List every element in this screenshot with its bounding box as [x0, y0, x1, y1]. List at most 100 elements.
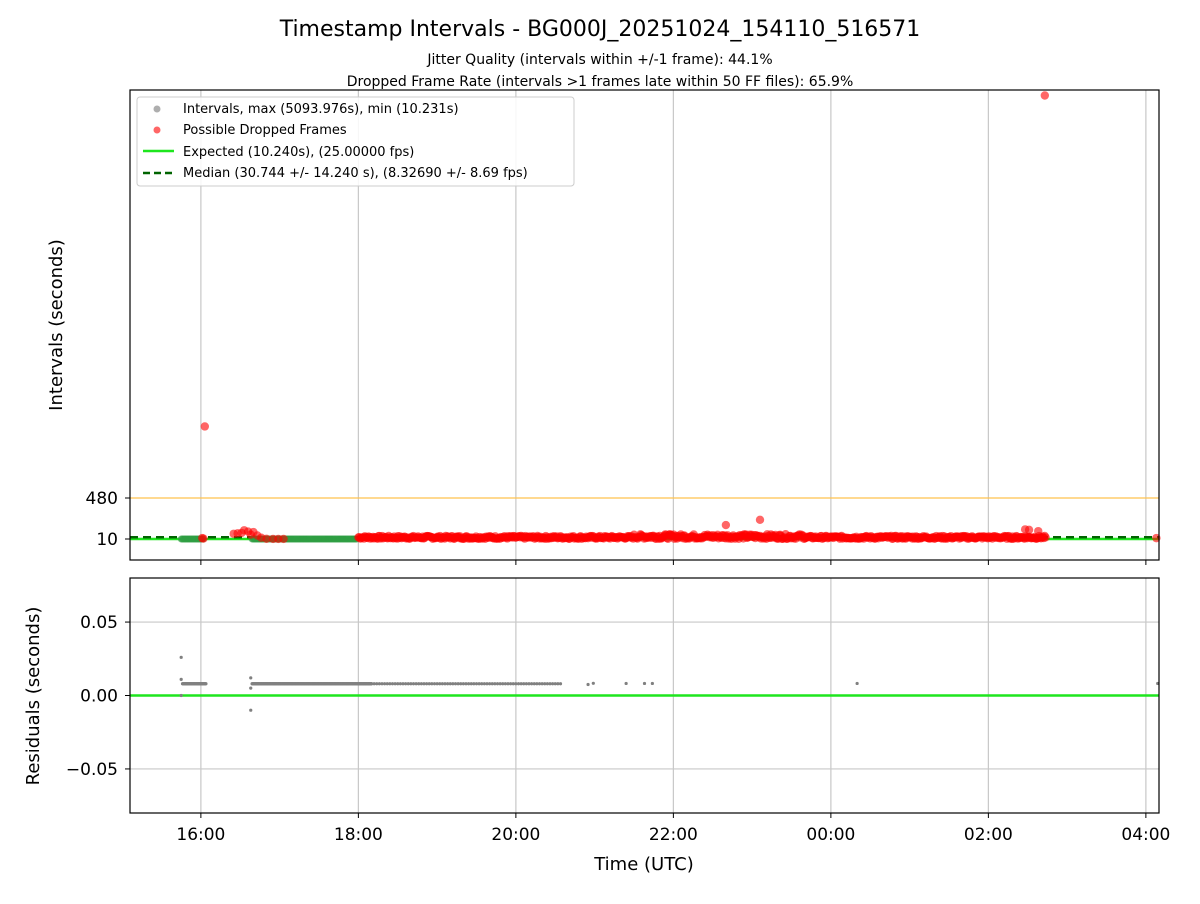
residual-point: [474, 682, 479, 686]
residual-point: [414, 682, 418, 686]
residual-point: [398, 682, 402, 686]
residual-point: [490, 682, 494, 686]
residual-point: [472, 682, 476, 686]
residual-point: [524, 682, 528, 686]
residual-point: [540, 682, 544, 686]
residual-point: [506, 682, 510, 686]
dropped-frame-point: [200, 422, 210, 431]
x-tick-label: 00:00: [806, 825, 855, 845]
dropped-frame-point: [721, 520, 731, 530]
legend-dropped-label: Possible Dropped Frames: [183, 123, 347, 138]
residual-point: [388, 682, 392, 686]
intervals-legend: Intervals, max (5093.976s), min (10.231s…: [136, 96, 575, 187]
x-tick-label: 22:00: [649, 825, 698, 845]
residual-point: [488, 682, 492, 686]
dropped-frame-point: [1024, 525, 1034, 535]
residual-point: [411, 682, 416, 686]
dropped-frame-point: [1034, 526, 1043, 536]
residual-point: [179, 693, 183, 698]
legend-median-label: Median (30.744 +/- 14.240 s), (8.32690 +…: [183, 166, 528, 181]
residuals-y-tick-label: 0.05: [80, 613, 118, 633]
residual-point: [482, 682, 486, 686]
residuals-y-axis-label: Residuals (seconds): [23, 607, 44, 786]
chart-subtitle-dropped: Dropped Frame Rate (intervals >1 frames …: [347, 74, 854, 90]
x-axis-label: Time (UTC): [593, 854, 694, 875]
residual-point: [509, 682, 513, 686]
residual-point: [438, 682, 442, 686]
residual-point: [537, 682, 542, 686]
residual-point: [469, 682, 473, 686]
residual-point: [624, 681, 628, 686]
legend-box: [136, 96, 575, 187]
residual-point: [396, 682, 400, 686]
residual-point: [548, 682, 552, 686]
residual-point: [459, 682, 463, 686]
intervals-frame: [129, 89, 1160, 561]
residual-point: [435, 682, 439, 686]
x-tick-label: 04:00: [1121, 825, 1170, 845]
residual-point: [535, 682, 539, 686]
dropped-frame-point: [1040, 91, 1050, 100]
residual-point: [404, 682, 408, 686]
residual-point: [530, 682, 534, 686]
legend-expected-label: Expected (10.240s), (25.00000 fps): [183, 145, 414, 160]
residual-point: [204, 682, 208, 686]
residual-point: [495, 682, 500, 686]
residual-point: [516, 682, 521, 686]
residual-point: [855, 681, 859, 686]
residual-point: [390, 682, 395, 686]
intervals-y-axis-label: Intervals (seconds): [46, 239, 67, 411]
residuals-y-tick-label: −0.05: [66, 760, 118, 780]
residuals-series: [179, 655, 1160, 712]
residuals-y-ticks: 0.05 0.00 −0.05: [66, 613, 130, 780]
intervals-y-tick-label: 480: [86, 489, 118, 509]
residual-point: [477, 682, 481, 686]
residual-point: [440, 682, 444, 686]
intervals-y-tick-label: 10: [96, 530, 118, 550]
residual-point: [503, 682, 507, 686]
legend-intervals-label: Intervals, max (5093.976s), min (10.231s…: [183, 102, 459, 117]
residual-point: [372, 682, 376, 686]
residual-point: [498, 682, 502, 686]
residual-point: [493, 682, 497, 686]
residual-point: [249, 708, 253, 712]
intervals-panel: 10 480 Intervals (seconds) Intervals, max…: [46, 89, 1161, 565]
dropped-frame-point: [262, 534, 271, 544]
residual-point: [453, 682, 458, 686]
residual-point: [591, 681, 595, 685]
residual-point: [249, 676, 253, 680]
residual-point: [380, 682, 384, 686]
residual-point: [383, 682, 387, 686]
residual-point: [511, 682, 515, 686]
legend-dropped-marker: [153, 126, 161, 134]
residual-point: [417, 682, 421, 686]
x-tick-label: 18:00: [334, 825, 383, 845]
x-tick-label: 16:00: [176, 825, 225, 845]
residual-point: [427, 682, 431, 686]
chart-subtitle-jitter: Jitter Quality (intervals within +/-1 fr…: [426, 52, 772, 68]
residual-point: [179, 655, 183, 659]
residuals-x-ticks: 16:00 18:00 20:00 22:00 00:00 02:00 04:00: [176, 813, 1170, 845]
residual-point: [480, 682, 484, 686]
residual-point: [485, 682, 489, 686]
residual-point: [401, 682, 405, 686]
residual-point: [650, 681, 654, 686]
residual-point: [553, 682, 557, 686]
residual-point: [586, 682, 590, 687]
intervals-series: [177, 91, 1161, 544]
x-tick-label: 02:00: [964, 825, 1013, 845]
residual-point: [385, 682, 389, 686]
residual-point: [545, 682, 549, 686]
intervals-x-ticks: [200, 560, 1147, 565]
residual-point: [501, 682, 505, 686]
residual-point: [558, 682, 563, 686]
residual-point: [464, 682, 468, 686]
residual-point: [556, 682, 560, 686]
residual-point: [425, 682, 429, 686]
residual-point: [522, 682, 526, 686]
residual-point: [375, 682, 379, 686]
residual-point: [527, 682, 531, 686]
dropped-frame-point: [1041, 533, 1050, 542]
